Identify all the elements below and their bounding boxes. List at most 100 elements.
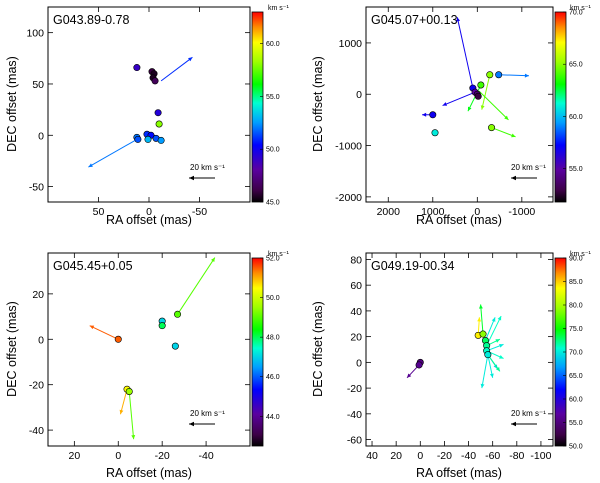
colorbar-tick-label: 52.0 xyxy=(266,256,280,263)
motion-vector-head xyxy=(511,133,516,138)
colorbar-tick-label: 60.0 xyxy=(569,114,583,121)
colorbar: km s⁻¹ 55.0 60.0 65.0 70.0 xyxy=(554,5,591,203)
colorbar-unit: km s⁻¹ xyxy=(570,5,591,12)
motion-vector-head xyxy=(407,373,412,378)
x-tick-label: -50 xyxy=(192,206,207,218)
colorbar-tick-label: 85.0 xyxy=(569,279,583,286)
x-tick-label: 20 xyxy=(390,450,402,462)
motion-vector-head xyxy=(422,112,427,117)
x-tick-label: 1000 xyxy=(421,206,445,218)
colorbar-tick-label: 45.0 xyxy=(266,200,280,207)
maser-spots xyxy=(429,71,503,137)
y-axis-label: DEC offset (mas) xyxy=(311,301,325,397)
scale-arrow: 20 km s⁻¹ xyxy=(189,409,225,427)
x-axis-label: RA offset (mas) xyxy=(416,213,502,227)
x-tick-label: -20 xyxy=(155,450,170,462)
maser-spot xyxy=(474,92,482,100)
colorbar-tick-label: 50.0 xyxy=(569,444,583,451)
maser-spot xyxy=(415,361,423,369)
x-tick-label: -100 xyxy=(530,450,551,462)
panel-title: G043.89-0.78 xyxy=(53,13,129,27)
x-tick-label: 0 xyxy=(115,450,121,462)
colorbar-tick-label: 80.0 xyxy=(569,303,583,310)
colorbar: km s⁻¹ 50.0 55.0 60.0 65.0 70.0 75.0 80.0 85.0 9… xyxy=(554,251,591,451)
x-tick-label: -40 xyxy=(461,450,476,462)
panel-g049: G049.19-00.34 40 20 0 -20 -40 -60 -80 -100 -60 -4… xyxy=(311,251,591,480)
colorbar: km s⁻¹ 44.0 46.0 48.0 50.0 52.0 xyxy=(251,251,289,447)
motion-vector-head xyxy=(495,339,500,343)
y-tick-label: -2000 xyxy=(335,192,362,204)
maser-spot xyxy=(114,335,122,343)
motion-vector xyxy=(481,74,491,110)
motion-vector xyxy=(160,56,193,82)
maser-spot xyxy=(155,120,163,128)
motion-vector xyxy=(88,138,138,168)
colorbar-ticks: 50.0 55.0 60.0 65.0 70.0 75.0 80.0 85.0 90.0 xyxy=(563,256,583,451)
maser-spot xyxy=(486,71,494,79)
motion-vector xyxy=(467,84,482,112)
colorbar-unit: km s⁻¹ xyxy=(570,251,591,258)
y-tick-label: 20 xyxy=(350,332,362,344)
motion-vector-head xyxy=(467,106,472,112)
maser-spots xyxy=(114,310,182,396)
motion-vector-head xyxy=(493,364,498,369)
scale-arrow: 20 km s⁻¹ xyxy=(511,163,546,181)
motion-vector-head xyxy=(89,325,95,330)
motion-vector-head xyxy=(499,355,504,359)
colorbar-tick-label: 75.0 xyxy=(569,326,583,333)
motion-vectors xyxy=(422,17,529,138)
motion-vector-head xyxy=(489,373,494,378)
motion-vector-head xyxy=(495,366,500,372)
motion-vector-head xyxy=(477,317,482,322)
maser-spot xyxy=(133,64,141,72)
x-tick-label: -60 xyxy=(485,450,500,462)
colorbar-tick-label: 70.0 xyxy=(569,350,583,357)
maser-spot xyxy=(495,71,503,79)
y-tick-label: 0 xyxy=(356,89,362,101)
maser-spot xyxy=(134,135,142,143)
motion-vector-head xyxy=(491,317,496,322)
y-tick-label: 20 xyxy=(32,289,44,301)
maser-spot xyxy=(157,136,165,144)
maser-spot xyxy=(125,388,133,396)
scale-label: 20 km s⁻¹ xyxy=(190,163,225,172)
plot-frame xyxy=(365,6,554,203)
maser-spot xyxy=(144,135,152,143)
y-tick-label: 0 xyxy=(38,130,44,142)
colorbar-ticks: 45.0 50.0 55.0 60.0 xyxy=(260,41,280,207)
motion-vector xyxy=(119,389,128,415)
motion-vector xyxy=(486,315,502,346)
y-tick-label: 0 xyxy=(38,334,44,346)
colorbar-tick-label: 44.0 xyxy=(266,414,280,421)
maser-spot xyxy=(477,81,485,89)
panel-title: G045.45+0.05 xyxy=(53,259,133,273)
motion-vector xyxy=(484,317,496,341)
plot-frame xyxy=(365,252,554,447)
x-tick-label: 0 xyxy=(417,450,423,462)
motion-vector-head xyxy=(524,73,529,78)
motion-vector-head xyxy=(497,316,502,321)
motion-vector-head xyxy=(480,105,485,110)
maser-spot xyxy=(151,77,159,85)
maser-spot xyxy=(154,109,162,117)
y-axis-label: DEC offset (mas) xyxy=(5,301,19,397)
scale-arrow: 20 km s⁻¹ xyxy=(189,163,225,181)
y-tick-label: -40 xyxy=(347,409,362,421)
scale-label: 20 km s⁻¹ xyxy=(190,409,225,418)
maser-spot xyxy=(431,129,439,137)
x-tick-label: -1000 xyxy=(508,206,535,218)
colorbar: km s⁻¹ 45.0 50.0 55.0 60.0 xyxy=(251,5,289,207)
motion-vector-head xyxy=(504,115,509,120)
panel-title: G049.19-00.34 xyxy=(371,259,454,273)
maser-spots xyxy=(415,330,492,369)
x-tick-label: 40 xyxy=(366,450,378,462)
colorbar-unit: km s⁻¹ xyxy=(268,251,289,258)
motion-vector-head xyxy=(119,409,124,415)
colorbar-tick-label: 50.0 xyxy=(266,295,280,302)
motion-vector xyxy=(89,325,119,340)
maser-spot xyxy=(479,330,487,338)
y-tick-label: 100 xyxy=(26,28,44,40)
colorbar-tick-label: 65.0 xyxy=(569,62,583,69)
motion-vector-head xyxy=(499,343,504,348)
y-tick-label: 50 xyxy=(32,79,44,91)
